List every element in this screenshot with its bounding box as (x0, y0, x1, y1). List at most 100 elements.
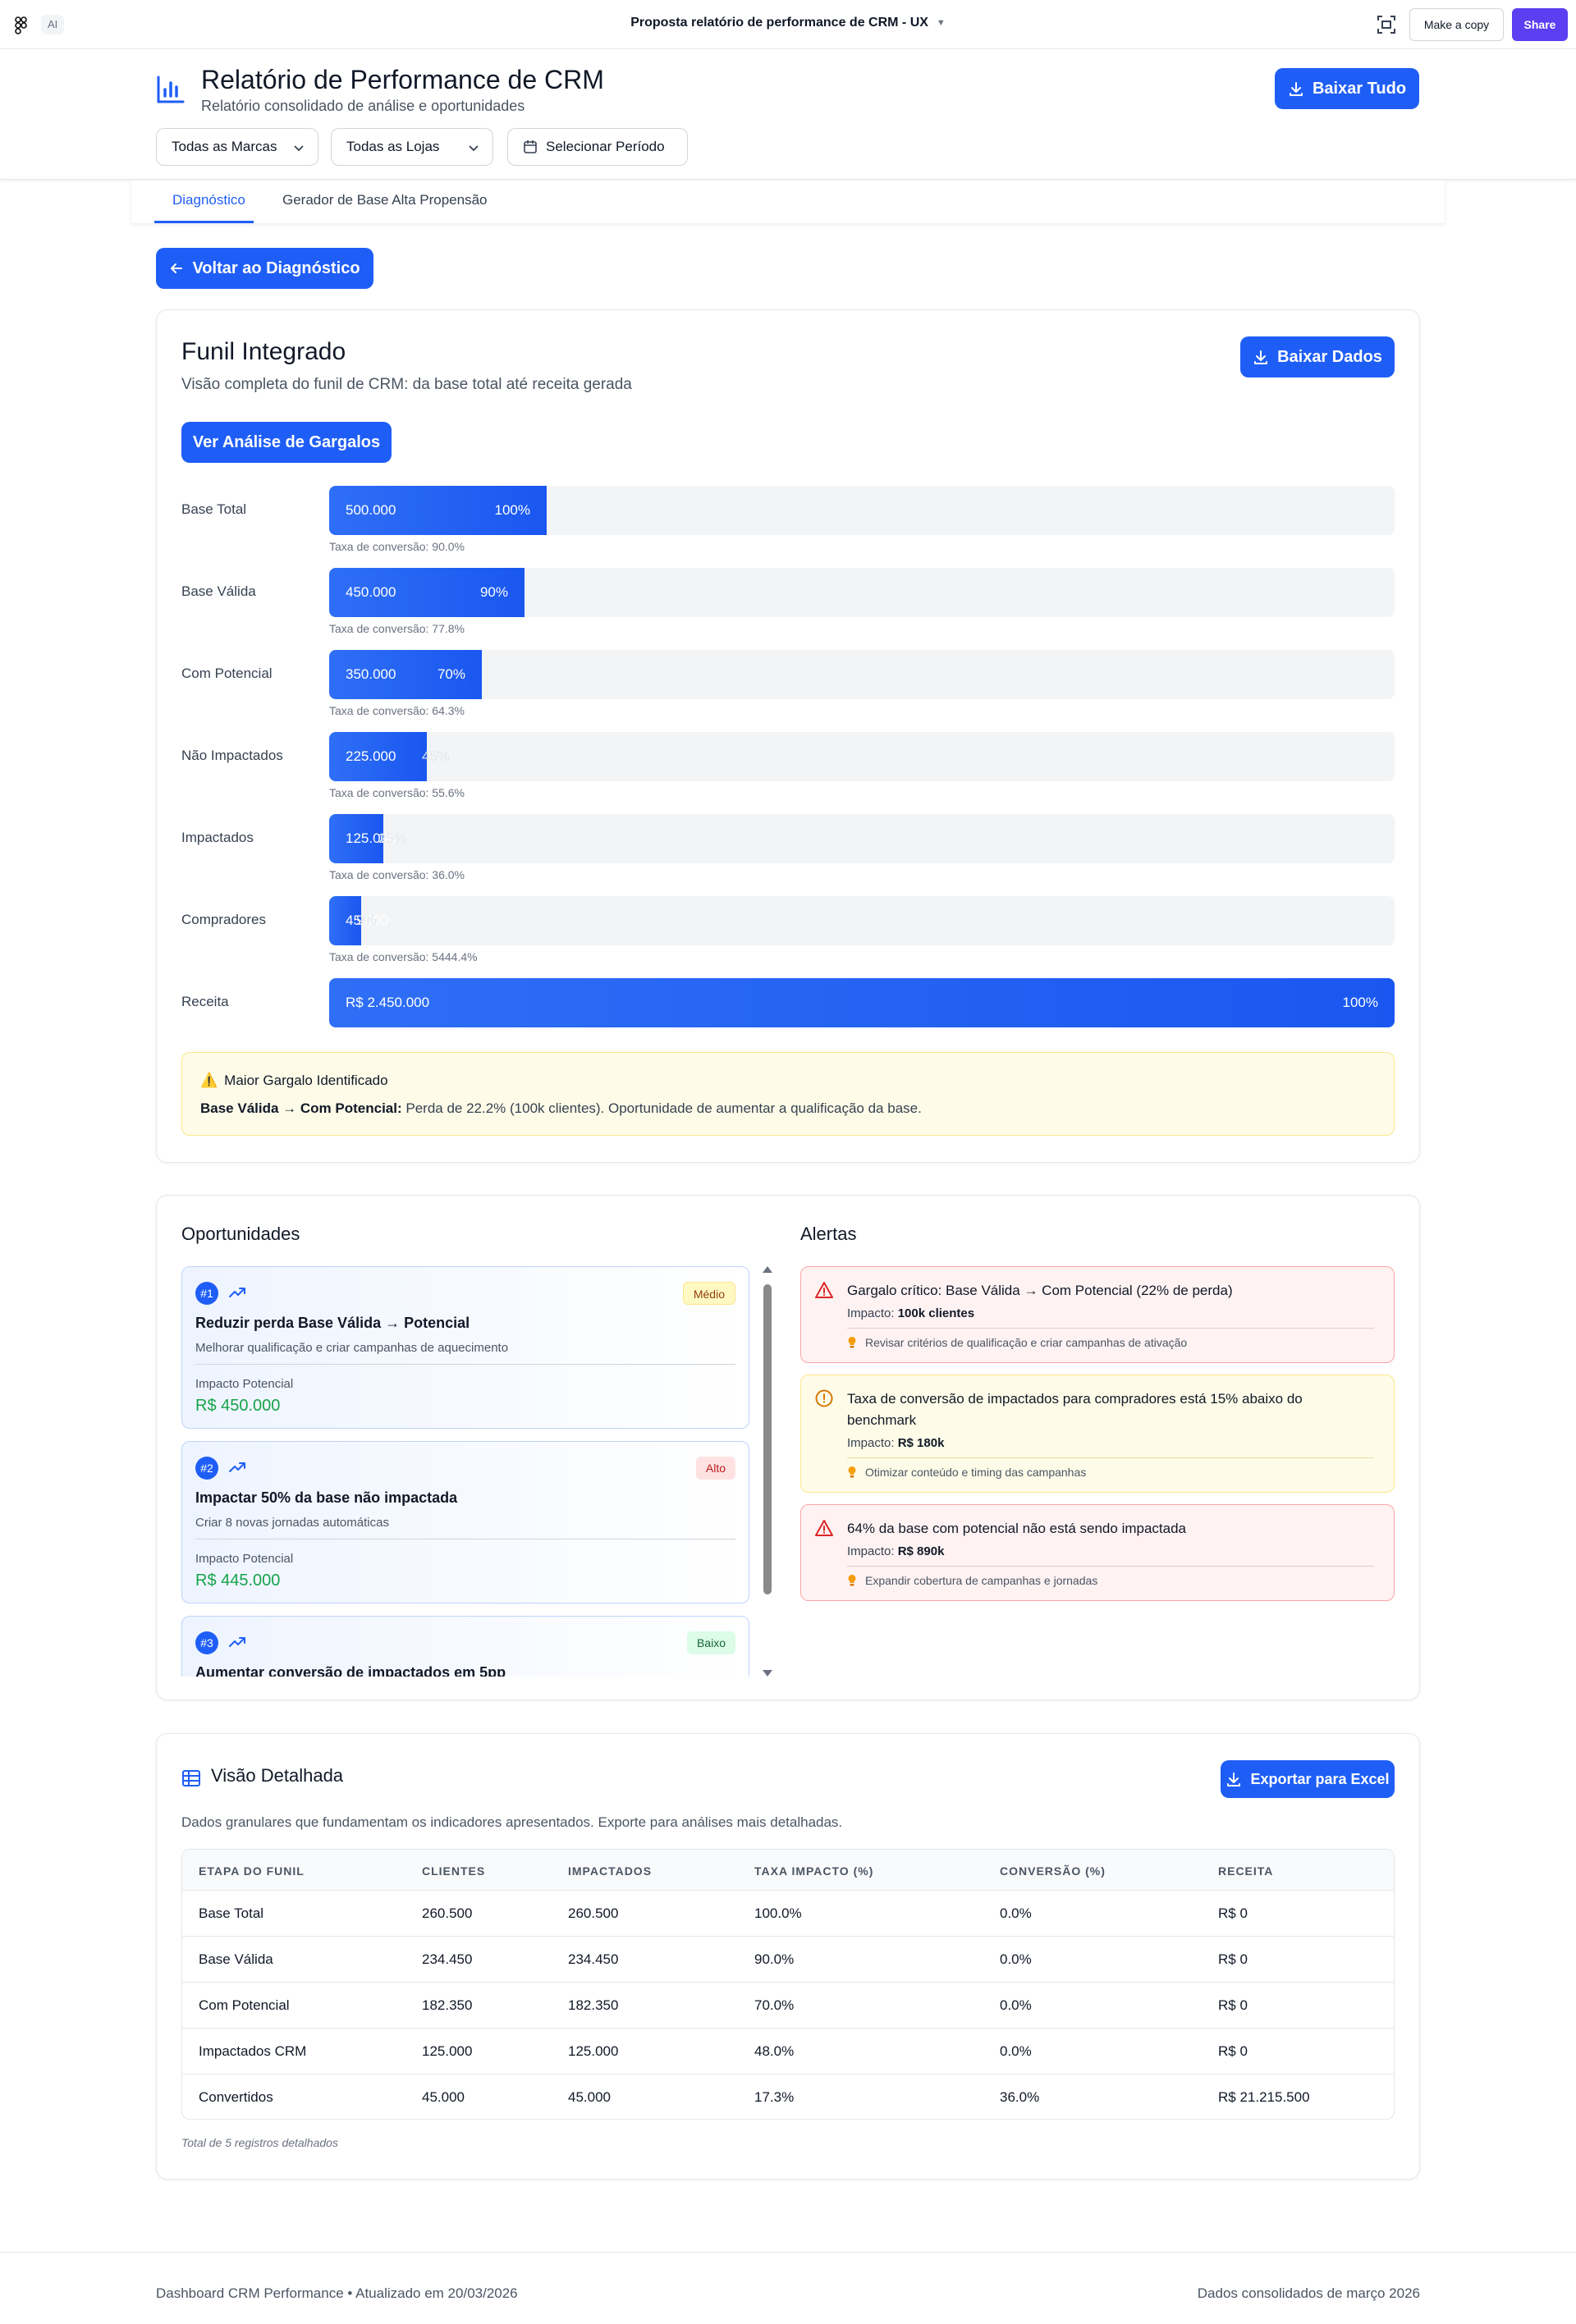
tab-gerador-base[interactable]: Gerador de Base Alta Propensão (282, 192, 488, 208)
back-to-diagnostic-button[interactable]: Voltar ao Diagnóstico (156, 248, 373, 289)
funnel-bar-value: 225.000 (346, 748, 396, 764)
table-cell: 234.450 (568, 1951, 619, 1967)
trending-up-icon (229, 1462, 245, 1472)
export-excel-button[interactable]: Exportar para Excel (1221, 1760, 1395, 1798)
funnel-bar[interactable] (329, 814, 383, 863)
funnel-bar-value: R$ 2.450.000 (346, 995, 430, 1010)
table-cell: 48.0% (754, 2043, 795, 2059)
calendar-icon (524, 140, 537, 153)
file-title[interactable]: Proposta relatório de performance de CRM… (0, 16, 1576, 30)
bottleneck-analysis-button[interactable]: Ver Análise de Gargalos (181, 422, 392, 463)
table-icon (182, 1770, 200, 1786)
funnel-bar-track: 45.000 9% (329, 896, 1395, 945)
dev-mode-icon[interactable] (1376, 14, 1397, 35)
column-header: TAXA IMPACTO (%) (754, 1864, 874, 1878)
funnel-bar[interactable] (329, 978, 1395, 1027)
table-row: Base Válida 234.450 234.450 90.0% 0.0% R$ 0 (182, 1937, 1394, 1983)
table-row: Com Potencial 182.350 182.350 70.0% 0.0% R$ 0 (182, 1983, 1394, 2029)
impact-value: R$ 450.000 (195, 1397, 281, 1415)
opportunity-rank: #3 (195, 1631, 218, 1654)
store-select[interactable]: Todas as Lojas (331, 128, 493, 166)
scrollbar-thumb[interactable] (763, 1284, 772, 1594)
impact-value: R$ 445.000 (195, 1571, 281, 1590)
funnel-bar[interactable] (329, 732, 427, 781)
divider (195, 1364, 735, 1365)
conversion-rate: Taxa de conversão: 90.0% (329, 540, 465, 553)
impact-value: R$ 890k (897, 1544, 945, 1558)
footer-data-note: Dados consolidados de março 2026 (1197, 2285, 1420, 2301)
impact-label: Impacto Potencial (195, 1377, 294, 1391)
make-copy-button[interactable]: Make a copy (1409, 8, 1504, 41)
funnel-bar-track: 125.000 25% (329, 814, 1395, 863)
column-header: CONVERSÃO (%) (1000, 1864, 1106, 1878)
alert-tip: Revisar critérios de qualificação e cria… (847, 1336, 1187, 1349)
bottleneck-warning: ⚠️ Maior Gargalo Identificado Base Válid… (181, 1052, 1395, 1136)
store-select-value: Todas as Lojas (346, 139, 440, 154)
table-cell: R$ 0 (1218, 1951, 1248, 1967)
scroll-down-arrow[interactable] (763, 1670, 772, 1677)
table-cell: 260.500 (568, 1905, 619, 1921)
column-header: RECEITA (1218, 1864, 1274, 1878)
alert-triangle-icon (815, 1282, 833, 1298)
period-select-label: Selecionar Período (546, 139, 665, 154)
table-row: Base Total 260.500 260.500 100.0% 0.0% R$ 0 (182, 1891, 1394, 1937)
table-cell: 125.000 (422, 2043, 473, 2059)
opportunity-card[interactable]: #1 Médio Reduzir perda Base Válida → Pot… (181, 1266, 749, 1429)
bar-chart-icon (157, 75, 185, 103)
column-header: ETAPA DO FUNIL (199, 1864, 305, 1878)
period-select[interactable]: Selecionar Período (507, 128, 688, 166)
alert-impact: Impacto: R$ 180k (847, 1436, 944, 1450)
funnel-bar[interactable] (329, 650, 482, 699)
share-button[interactable]: Share (1512, 8, 1568, 41)
chevron-down-icon: ▼ (936, 17, 946, 28)
scroll-up-arrow[interactable] (763, 1266, 772, 1273)
trending-up-icon (229, 1288, 245, 1297)
opportunity-rank: #2 (195, 1457, 218, 1480)
opportunities-scrollbar[interactable] (761, 1266, 772, 1677)
funnel-bar-track: 225.000 45% (329, 732, 1395, 781)
alert-triangle-icon (815, 1520, 833, 1536)
alert-tip-text: Otimizar conteúdo e timing das campanhas (865, 1466, 1087, 1479)
funnel-bar-track: 450.000 90% (329, 568, 1395, 617)
impact-value: 100k clientes (897, 1306, 975, 1320)
funnel-bar[interactable] (329, 486, 547, 535)
figma-logo-icon[interactable] (15, 16, 28, 34)
impact-label: Impacto: (847, 1436, 895, 1450)
figma-toolbar: AI Proposta relatório de performance de … (0, 0, 1576, 49)
alert-tip-text: Revisar critérios de qualificação e cria… (865, 1336, 1188, 1349)
brand-select[interactable]: Todas as Marcas (156, 128, 318, 166)
priority-badge: Baixo (686, 1631, 735, 1654)
ai-button[interactable]: AI (41, 15, 65, 34)
funnel-bar[interactable] (329, 568, 525, 617)
table-cell: 17.3% (754, 2089, 795, 2105)
impact-value: R$ 180k (897, 1436, 945, 1450)
lightbulb-icon (848, 1337, 856, 1348)
funnel-stage-label: Base Válida (181, 583, 256, 599)
opportunities-list[interactable]: #1 Médio Reduzir perda Base Válida → Pot… (181, 1266, 764, 1677)
funnel-stage-label: Base Total (181, 501, 247, 517)
funnel-bar[interactable] (329, 896, 361, 945)
table-cell: Base Total (199, 1905, 264, 1921)
detail-title: Visão Detalhada (211, 1765, 344, 1786)
alert-tip: Expandir cobertura de campanhas e jornad… (847, 1574, 1097, 1587)
lightbulb-icon (848, 1466, 856, 1478)
table-row: Convertidos 45.000 45.000 17.3% 36.0% R$ 21.2… (182, 2075, 1394, 2119)
funnel-bar-percent: 70% (437, 666, 465, 682)
tab-diagnostico[interactable]: Diagnóstico (172, 192, 245, 208)
download-all-button[interactable]: Baixar Tudo (1275, 68, 1419, 109)
funnel-stage-label: Com Potencial (181, 666, 273, 681)
alert-critical: 64% da base com potencial não está sendo… (800, 1504, 1395, 1601)
alerts-title: Alertas (800, 1224, 857, 1244)
opportunity-title: Impactar 50% da base não impactada (195, 1489, 458, 1506)
download-data-button[interactable]: Baixar Dados (1240, 336, 1395, 377)
table-cell: 36.0% (1000, 2089, 1040, 2105)
table-cell: R$ 0 (1218, 1905, 1248, 1921)
opportunity-card[interactable]: #3 Baixo Aumentar conversão de impactado… (181, 1616, 749, 1677)
funnel-bar-track: 350.000 70% (329, 650, 1395, 699)
download-icon (1289, 82, 1303, 96)
table-cell: Convertidos (199, 2089, 273, 2105)
opportunity-card[interactable]: #2 Alto Impactar 50% da base não impacta… (181, 1441, 749, 1603)
funnel-bar-track: R$ 2.450.000 100% (329, 978, 1395, 1027)
column-header: IMPACTADOS (568, 1864, 653, 1878)
table-cell: 0.0% (1000, 1997, 1032, 2013)
